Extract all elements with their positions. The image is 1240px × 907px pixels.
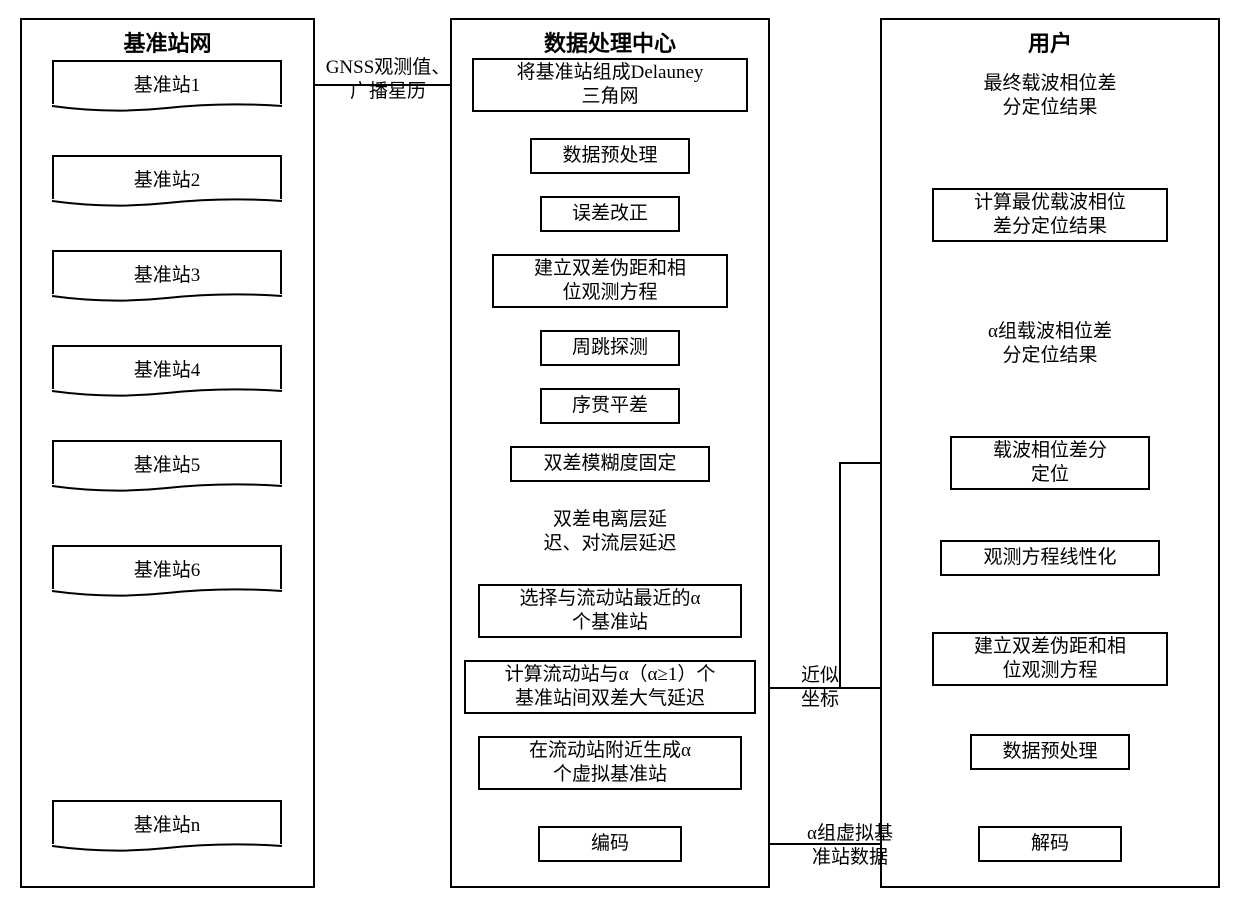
flow-node-label: 最终载波相位差 分定位结果 <box>983 72 1116 120</box>
station-label: 基准站2 <box>134 165 201 192</box>
flow-process-node: 观测方程线性化 <box>940 540 1160 576</box>
flow-node-label: 载波相位差分 定位 <box>993 439 1107 487</box>
station-store: 基准站4 <box>52 345 282 389</box>
flow-process-node: 建立双差伪距和相 位观测方程 <box>492 254 728 308</box>
station-label: 基准站6 <box>134 555 201 582</box>
column-title-right: 用户 <box>882 20 1218 62</box>
flow-process-node: 双差模糊度固定 <box>510 446 710 482</box>
flow-process-node: 将基准站组成Delauney 三角网 <box>472 58 748 112</box>
connector-label: 近似 坐标 <box>790 664 850 712</box>
flow-process-node: 数据预处理 <box>530 138 690 174</box>
connector-label-text: GNSS观测值、 广播星历 <box>326 57 451 102</box>
flow-node-label: 建立双差伪距和相 位观测方程 <box>534 257 686 305</box>
station-store: 基准站2 <box>52 155 282 199</box>
connector-label-text: α组虚拟基 准站数据 <box>807 823 893 868</box>
flow-process-node: 计算最优载波相位 差分定位结果 <box>932 188 1168 242</box>
flow-node-label: 计算流动站与α（α≥1）个 基准站间双差大气延迟 <box>505 663 716 711</box>
connector-label: α组虚拟基 准站数据 <box>790 822 910 870</box>
flow-node-label: 序贯平差 <box>572 394 648 418</box>
flow-node-label: 误差改正 <box>572 202 648 226</box>
connector-label: GNSS观测值、 广播星历 <box>320 56 456 104</box>
flow-process-node: 计算流动站与α（α≥1）个 基准站间双差大气延迟 <box>464 660 756 714</box>
flow-process-node: 建立双差伪距和相 位观测方程 <box>932 632 1168 686</box>
flow-node-label: 周跳探测 <box>572 336 648 360</box>
flow-node-label: α组载波相位差 分定位结果 <box>988 320 1112 368</box>
flow-node-label: 计算最优载波相位 差分定位结果 <box>974 191 1126 239</box>
station-store: 基准站3 <box>52 250 282 294</box>
station-store: 基准站1 <box>52 60 282 104</box>
flow-node-label: 数据预处理 <box>562 144 657 168</box>
flow-node-label: 编码 <box>591 832 629 856</box>
column-title-center: 数据处理中心 <box>452 20 768 62</box>
station-label: 基准站n <box>134 810 201 837</box>
flow-process-node: 数据预处理 <box>970 734 1130 770</box>
flow-process-node: 序贯平差 <box>540 388 680 424</box>
station-label: 基准站4 <box>134 355 201 382</box>
flow-process-node: 编码 <box>538 826 682 862</box>
station-label: 基准站1 <box>134 70 201 97</box>
flow-node-label: 建立双差伪距和相 位观测方程 <box>974 635 1126 683</box>
flow-data-node: α组载波相位差 分定位结果 <box>932 316 1168 372</box>
flow-data-node: 最终载波相位差 分定位结果 <box>932 68 1168 124</box>
flow-node-label: 在流动站附近生成α 个虚拟基准站 <box>529 739 691 787</box>
flow-node-label: 双差模糊度固定 <box>543 452 676 476</box>
flow-node-label: 解码 <box>1031 832 1069 856</box>
flow-node-label: 双差电离层延 迟、对流层延迟 <box>543 508 676 556</box>
flow-data-node: 双差电离层延 迟、对流层延迟 <box>492 504 728 560</box>
flow-process-node: 选择与流动站最近的α 个基准站 <box>478 584 742 638</box>
flow-node-label: 选择与流动站最近的α 个基准站 <box>520 587 701 635</box>
connector-label-text: 近似 坐标 <box>801 665 839 710</box>
flow-node-label: 数据预处理 <box>1002 740 1097 764</box>
flow-process-node: 在流动站附近生成α 个虚拟基准站 <box>478 736 742 790</box>
station-store: 基准站6 <box>52 545 282 589</box>
station-store: 基准站5 <box>52 440 282 484</box>
station-label: 基准站3 <box>134 260 201 287</box>
station-store: 基准站n <box>52 800 282 844</box>
flow-process-node: 周跳探测 <box>540 330 680 366</box>
station-label: 基准站5 <box>134 450 201 477</box>
flow-node-label: 将基准站组成Delauney 三角网 <box>517 61 704 109</box>
flow-node-label: 观测方程线性化 <box>983 546 1116 570</box>
flow-process-node: 载波相位差分 定位 <box>950 436 1150 490</box>
flow-process-node: 解码 <box>978 826 1122 862</box>
column-title-left: 基准站网 <box>22 20 313 62</box>
flow-process-node: 误差改正 <box>540 196 680 232</box>
